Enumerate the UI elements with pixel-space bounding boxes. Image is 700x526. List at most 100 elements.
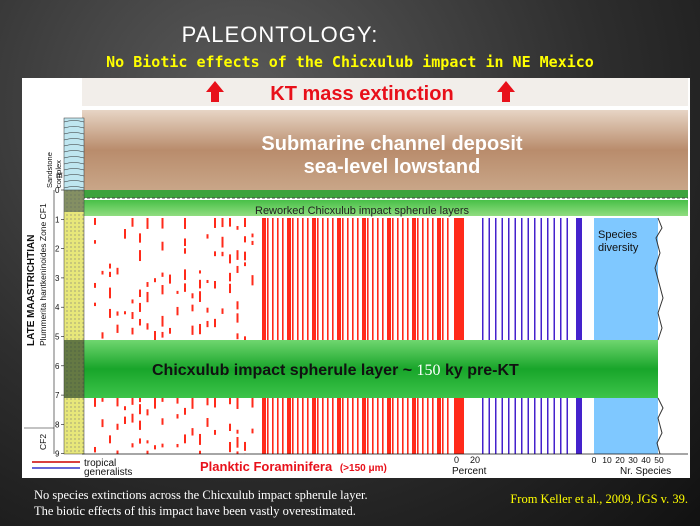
rare-species-range xyxy=(176,306,179,316)
rare-species-range xyxy=(199,279,201,289)
meter-tick-label: 7 xyxy=(55,391,60,400)
rare-species-range xyxy=(154,278,156,283)
tropical-species-range xyxy=(262,218,266,340)
age-label: LATE MAASTRICHTIAN xyxy=(26,235,37,346)
rare-species-range xyxy=(124,406,126,411)
tropical-species-range xyxy=(332,218,334,340)
tropical-species-range xyxy=(292,398,294,454)
species-label-1: Species xyxy=(598,229,638,241)
rare-species-range xyxy=(229,423,231,432)
channel-deposit-band xyxy=(82,110,688,190)
tropical-species-range xyxy=(272,398,274,454)
rare-species-range xyxy=(139,398,141,403)
tropical-species-range xyxy=(412,218,416,340)
rare-species-range xyxy=(124,416,126,424)
rare-species-range xyxy=(101,398,104,402)
rare-species-range xyxy=(199,270,201,274)
tropical-species-range xyxy=(277,218,279,340)
generalist-species-range xyxy=(560,218,562,340)
tropical-species-range xyxy=(327,398,329,454)
rare-species-range xyxy=(206,307,209,313)
tropical-species-range xyxy=(327,218,329,340)
rare-species-range xyxy=(139,420,141,430)
rare-species-range xyxy=(221,308,224,314)
rare-species-range xyxy=(124,229,126,239)
generalist-species-range xyxy=(508,218,510,340)
generalist-species-range xyxy=(501,218,503,340)
tropical-species-range xyxy=(267,398,269,454)
rare-species-range xyxy=(131,327,134,335)
generalist-species-range xyxy=(495,218,497,340)
rare-species-range xyxy=(251,428,254,434)
rare-species-range xyxy=(94,282,96,288)
generalist-species-range xyxy=(547,218,549,340)
caption-line-1: No species extinctions across the Chicxu… xyxy=(34,488,368,502)
rare-species-range xyxy=(94,218,96,225)
tropical-species-range xyxy=(422,398,424,454)
tropical-species-range xyxy=(277,398,279,454)
rare-species-range xyxy=(244,441,246,451)
species-tick-label: 50 xyxy=(654,455,664,465)
generalist-species-range xyxy=(534,218,536,340)
rare-species-range xyxy=(116,311,119,316)
rare-species-range xyxy=(236,333,239,340)
tropical-species-range xyxy=(357,218,359,340)
rare-species-range xyxy=(236,265,239,273)
tropical-species-range xyxy=(307,398,309,454)
rare-species-range xyxy=(146,282,149,287)
sandstone-hatch xyxy=(63,156,85,159)
rare-species-range xyxy=(101,419,104,428)
rare-species-range xyxy=(116,267,119,275)
generalist-species-range xyxy=(566,398,568,454)
caption-line-2: The biotic effects of this impact have b… xyxy=(34,504,356,518)
sandstone-hatch xyxy=(63,144,85,147)
rare-species-range xyxy=(161,443,164,448)
foram-data-upper xyxy=(94,218,582,340)
rare-species-range xyxy=(94,302,96,307)
generalist-species-range xyxy=(521,398,523,454)
rare-species-range xyxy=(131,299,134,304)
zone-cf2-label: CF2 xyxy=(38,434,48,450)
rare-species-range xyxy=(139,404,141,415)
rare-species-range xyxy=(131,398,134,405)
channel-label-1: Submarine channel deposit xyxy=(261,133,523,155)
species-axis: 0 10 20 30 40 50 xyxy=(592,455,664,465)
reworked-band-top xyxy=(82,190,688,198)
tropical-species-range xyxy=(447,218,449,340)
rare-species-range xyxy=(229,218,231,227)
generalist-species-range xyxy=(566,218,568,340)
meter-tick-label: 1 xyxy=(55,215,60,224)
generalist-species-range xyxy=(514,398,516,454)
generalist-species-range xyxy=(482,218,484,340)
tropical-species-range xyxy=(437,398,441,454)
rare-species-range xyxy=(191,398,194,409)
reworked-label: Reworked Chicxulub impact spherule layer… xyxy=(255,205,469,217)
sandstone-hatch xyxy=(63,120,85,123)
tropical-species-range xyxy=(307,218,309,340)
slide-subtitle: No Biotic effects of the Chicxulub impac… xyxy=(106,53,594,71)
rare-species-range xyxy=(214,280,216,289)
rare-species-range xyxy=(206,279,209,284)
rare-species-range xyxy=(101,270,104,275)
generalist-percent-curve xyxy=(576,218,582,340)
tropical-species-range xyxy=(337,398,341,454)
species-label-2: diversity xyxy=(598,242,639,254)
sandstone-hatch xyxy=(63,126,85,129)
rare-species-range xyxy=(184,283,186,292)
sandstone-label: Sandstone complex xyxy=(45,150,63,188)
spherule-age-number: 150 xyxy=(417,362,441,379)
generalist-species-range xyxy=(488,398,490,454)
tropical-species-range xyxy=(442,398,444,454)
species-diversity-curve xyxy=(654,217,664,455)
rare-species-range xyxy=(199,450,201,454)
rare-species-range xyxy=(206,398,209,406)
sandstone-hatch xyxy=(63,168,85,171)
slide-title: PALEONTOLOGY: xyxy=(181,22,379,47)
reworked-band xyxy=(82,200,688,216)
generalist-species-range xyxy=(501,398,503,454)
rare-species-range xyxy=(161,218,164,229)
tropical-species-range xyxy=(397,398,399,454)
rare-species-range xyxy=(229,254,231,264)
rare-species-range xyxy=(236,250,239,260)
tropical-species-range xyxy=(372,398,374,454)
